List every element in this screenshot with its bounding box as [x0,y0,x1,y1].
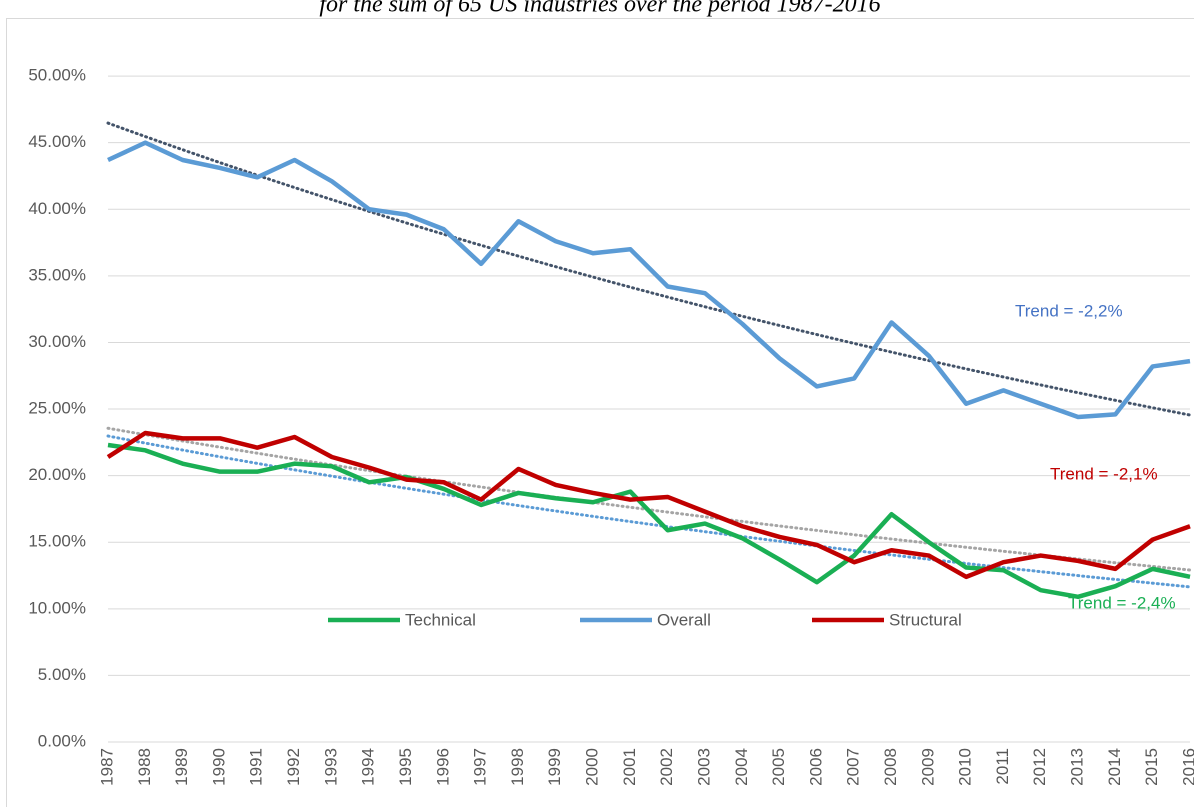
annotation: Trend = -2,2% [1015,301,1123,320]
y-tick-label: 35.00% [28,265,86,284]
x-tick-label: 1990 [209,748,228,786]
annotation: Trend = -2,4% [1068,593,1176,612]
x-tick-label: 1992 [284,748,303,786]
legend-label: Structural [889,610,962,629]
trend-line [106,121,1192,417]
x-tick-label: 2008 [881,748,900,786]
x-tick-label: 2010 [956,748,975,786]
annotation: Trend = -2,1% [1050,464,1158,483]
y-tick-label: 5.00% [38,665,86,684]
y-tick-label: 0.00% [38,731,86,750]
x-tick-label: 1993 [321,748,340,786]
x-tick-label: 1999 [545,748,564,786]
series-line [107,140,1191,420]
x-tick-label: 2002 [657,748,676,786]
x-tick-label: 2000 [583,748,602,786]
x-tick-label: 2004 [732,748,751,786]
x-tick-label: 2013 [1068,748,1087,786]
series-line [106,430,1191,580]
x-tick-label: 1997 [471,748,490,786]
x-tick-label: 2015 [1142,748,1161,786]
y-tick-label: 30.00% [28,332,86,351]
series-line [107,442,1191,600]
x-tick-label: 1994 [359,748,378,786]
y-tick-label: 25.00% [28,399,86,418]
legend-label: Overall [657,610,711,629]
y-tick-label: 40.00% [28,199,86,218]
x-tick-label: 1988 [135,748,154,786]
x-tick-label: 2005 [769,748,788,786]
trend-line [106,434,1192,589]
y-tick-label: 50.00% [28,66,86,85]
x-tick-label: 1989 [172,748,191,786]
x-tick-label: 1995 [396,748,415,786]
x-tick-label: 2009 [918,748,937,786]
chart-subtitle: for the sum of 65 US industries over the… [319,0,880,18]
x-tick-label: 2012 [1030,748,1049,786]
x-tick-label: 2003 [694,748,713,786]
x-tick-label: 2011 [993,748,1012,785]
x-tick-label: 1991 [247,748,266,786]
x-tick-label: 2014 [1105,748,1124,786]
x-tick-label: 1987 [97,748,116,786]
x-tick-label: 2007 [844,748,863,786]
y-tick-label: 10.00% [28,598,86,617]
x-tick-label: 2001 [620,748,639,786]
y-tick-label: 20.00% [28,465,86,484]
x-tick-label: 1998 [508,748,527,786]
x-tick-label: 2006 [806,748,825,786]
y-tick-label: 45.00% [28,132,86,151]
chart-border [6,18,1194,807]
x-tick-label: 2016 [1179,748,1194,786]
y-tick-label: 15.00% [28,532,86,551]
legend-label: Technical [405,610,476,629]
x-tick-label: 1996 [433,748,452,786]
